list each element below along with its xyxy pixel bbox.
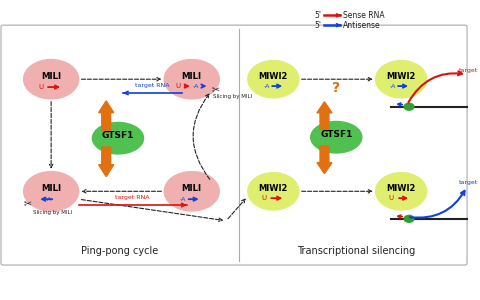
Text: target: target: [459, 68, 479, 73]
Text: U: U: [389, 195, 394, 201]
Text: Slicing by MILI: Slicing by MILI: [34, 210, 72, 215]
Text: -A: -A: [264, 84, 270, 88]
Text: ?: ?: [321, 144, 328, 158]
Text: ✂: ✂: [24, 198, 32, 208]
Ellipse shape: [376, 172, 427, 210]
Ellipse shape: [248, 61, 299, 98]
FancyBboxPatch shape: [1, 25, 467, 265]
Ellipse shape: [164, 59, 219, 99]
Ellipse shape: [93, 122, 144, 154]
Ellipse shape: [164, 172, 219, 211]
Text: MILI: MILI: [181, 184, 202, 193]
Text: U: U: [261, 195, 266, 201]
Text: U: U: [39, 84, 44, 90]
Text: target RNA: target RNA: [135, 83, 169, 88]
Text: Antisense: Antisense: [343, 21, 381, 30]
FancyArrow shape: [317, 102, 332, 129]
Text: Transcriptional silencing: Transcriptional silencing: [297, 246, 415, 256]
Text: 5': 5': [314, 11, 322, 20]
Text: MILI: MILI: [41, 72, 61, 81]
Ellipse shape: [376, 61, 427, 98]
Text: GTSF1: GTSF1: [102, 131, 134, 140]
Text: MIWI2: MIWI2: [386, 184, 416, 193]
FancyArrow shape: [317, 146, 332, 174]
FancyArrow shape: [99, 147, 114, 176]
Text: MILI: MILI: [181, 72, 202, 81]
Text: target RNA: target RNA: [116, 195, 150, 200]
Text: Ping-pong cycle: Ping-pong cycle: [81, 246, 158, 256]
FancyArrow shape: [99, 101, 114, 130]
Text: -A: -A: [46, 197, 52, 202]
Ellipse shape: [404, 215, 414, 222]
Ellipse shape: [24, 59, 79, 99]
Ellipse shape: [24, 172, 79, 211]
Text: 5': 5': [314, 21, 322, 30]
Ellipse shape: [404, 103, 414, 110]
Text: ✂: ✂: [211, 84, 219, 94]
Ellipse shape: [248, 172, 299, 210]
Text: MIWI2: MIWI2: [259, 72, 288, 81]
Text: MIWI2: MIWI2: [386, 72, 416, 81]
Text: -A: -A: [389, 84, 396, 88]
Text: U: U: [175, 83, 180, 89]
Text: -A: -A: [192, 84, 199, 88]
Text: ?: ?: [332, 81, 340, 95]
Text: MILI: MILI: [41, 184, 61, 193]
Text: Sense RNA: Sense RNA: [343, 11, 385, 20]
Ellipse shape: [311, 122, 362, 153]
Text: MIWI2: MIWI2: [259, 184, 288, 193]
Text: Slicing by MILI: Slicing by MILI: [214, 94, 252, 99]
Text: -A: -A: [180, 197, 186, 202]
Text: target: target: [459, 180, 479, 185]
Text: GTSF1: GTSF1: [320, 130, 352, 139]
